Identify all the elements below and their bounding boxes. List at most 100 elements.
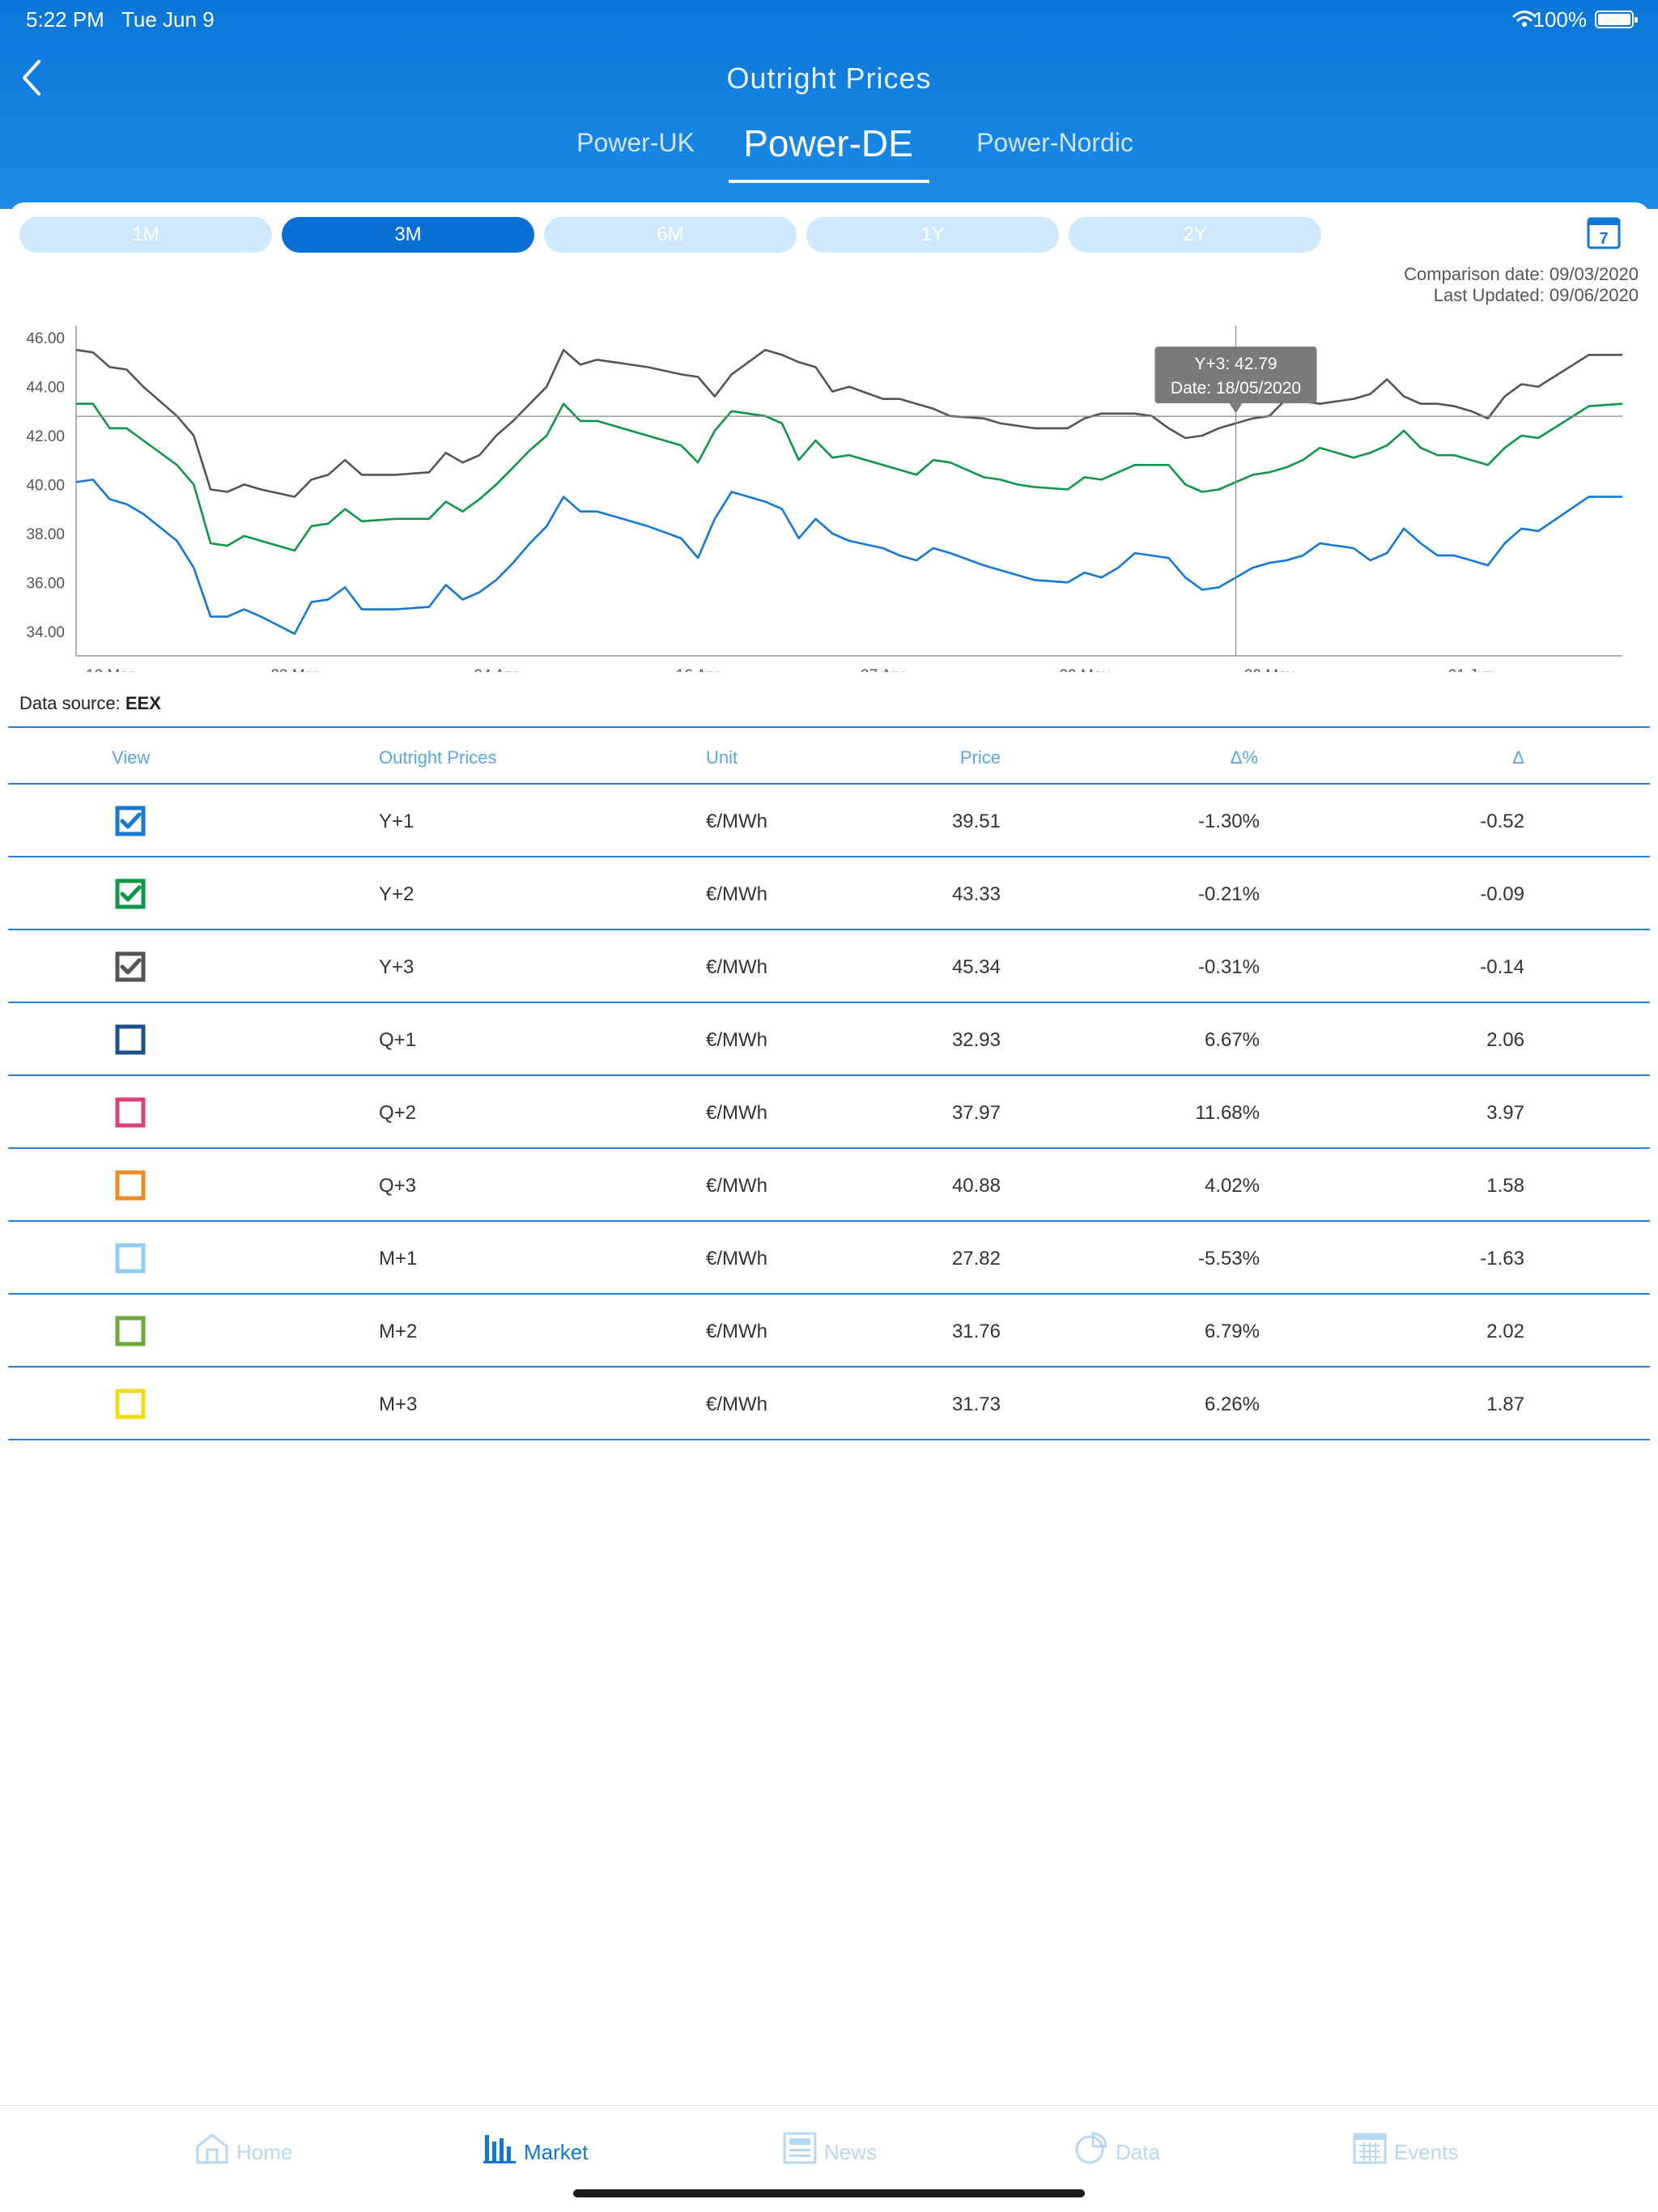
x-tick-label: 20 May [1244, 667, 1295, 672]
active-tab-indicator [729, 180, 929, 183]
row-name: Q+1 [379, 1029, 417, 1051]
row-name: Y+3 [379, 956, 414, 978]
tab-power-nordic[interactable]: Power-Nordic [976, 128, 1133, 157]
comparison-date: Comparison date: 09/03/2020 [1404, 264, 1639, 284]
checkbox-unchecked[interactable] [115, 1389, 146, 1419]
row-price: 31.76 [951, 1321, 1001, 1342]
price-line-chart[interactable]: 46.00 44.00 42.00 40.00 38.00 36.00 34.00 12 Ma… [0, 316, 1658, 672]
nav-data-label: Data [1116, 2140, 1160, 2164]
row-price: 45.34 [951, 956, 1001, 978]
row-change: 3.97 [1486, 1102, 1524, 1124]
row-price: 39.51 [951, 810, 1001, 832]
wifi-icon [1512, 11, 1537, 27]
home-icon [196, 2133, 228, 2164]
tab-power-de[interactable]: Power-DE [743, 122, 913, 164]
checkbox-unchecked[interactable] [115, 1024, 146, 1055]
y-tick-label: 40.00 [26, 477, 65, 494]
row-change-pct: 6.79% [1204, 1321, 1260, 1342]
row-name: Q+2 [379, 1102, 417, 1124]
range-6m-button[interactable]: 6M [544, 217, 797, 253]
calendar-grid-icon [1353, 2133, 1387, 2164]
row-unit: €/MWh [706, 1175, 768, 1197]
data-source-label: Data source: [19, 693, 125, 713]
header-change: Δ [1512, 747, 1524, 768]
header-outright-prices: Outright Prices [379, 747, 497, 768]
y-tick-label: 36.00 [26, 575, 65, 592]
content-card [10, 202, 1650, 2105]
table-row: Y+3 €/MWh 45.34 -0.31% -0.14 [8, 930, 1650, 1003]
series-line-yplus2 [76, 402, 1623, 552]
row-change-pct: 11.68% [1195, 1102, 1260, 1124]
range-3m-button[interactable]: 3M [282, 217, 534, 253]
series-line-yplus1 [75, 479, 1622, 636]
x-tick-label: 16 Apr [676, 667, 721, 672]
range-1m-button[interactable]: 1M [19, 217, 272, 253]
header-view: View [112, 747, 151, 768]
row-unit: €/MWh [706, 956, 768, 978]
row-change-pct: -0.31% [1197, 956, 1260, 978]
row-unit: €/MWh [706, 1102, 768, 1124]
row-change: -0.14 [1480, 956, 1524, 978]
svg-text:7: 7 [1599, 230, 1608, 248]
row-name: M+1 [379, 1248, 418, 1270]
row-name: Y+2 [379, 883, 414, 905]
row-unit: €/MWh [706, 883, 768, 905]
tab-power-uk[interactable]: Power-UK [576, 128, 695, 157]
last-updated: Last Updated: 09/06/2020 [1433, 285, 1639, 305]
table-row: Y+2 €/MWh 43.33 -0.21% -0.09 [8, 857, 1650, 930]
x-tick-label: 04 Apr [474, 667, 520, 672]
checkbox-unchecked[interactable] [115, 1243, 146, 1274]
checkbox-checked[interactable] [115, 878, 146, 909]
x-tick-label: 27 Apr [861, 667, 906, 672]
row-change: 1.58 [1486, 1175, 1524, 1197]
row-change: -0.09 [1480, 883, 1524, 905]
table-row: Q+2 €/MWh 37.97 11.68% 3.97 [8, 1076, 1650, 1149]
row-change-pct: 4.02% [1204, 1175, 1260, 1197]
header-change-pct: Δ% [1230, 747, 1258, 768]
nav-events-label: Events [1394, 2140, 1459, 2164]
row-price: 43.33 [951, 883, 1001, 905]
checkbox-unchecked[interactable] [115, 1316, 146, 1346]
table-body: Y+1 €/MWh 39.51 -1.30% -0.52 Y+2 €/MWh 43.33 -0.… [8, 785, 1650, 1440]
table-row: Q+1 €/MWh 32.93 6.67% 2.06 [8, 1003, 1650, 1076]
x-tick-label: 12 Mar [86, 667, 134, 672]
back-button[interactable] [15, 55, 53, 100]
app-header: 5:22 PM Tue Jun 9 100% Outright Prices P… [0, 0, 1658, 209]
tooltip-line-2: Date: 18/05/2020 [1171, 379, 1301, 398]
status-time: 5:22 PM [26, 7, 104, 32]
data-source-name: EEX [125, 693, 161, 713]
checkbox-checked[interactable] [115, 951, 146, 982]
header-unit: Unit [706, 747, 738, 768]
row-change: 1.87 [1486, 1393, 1524, 1415]
y-tick-label: 44.00 [26, 380, 65, 397]
home-indicator [573, 2189, 1085, 2197]
battery-icon [1595, 11, 1638, 28]
y-tick-label: 34.00 [26, 624, 65, 641]
y-tick-label: 38.00 [26, 526, 65, 543]
row-price: 40.88 [951, 1175, 1001, 1197]
bar-chart-icon [483, 2135, 516, 2163]
checkbox-unchecked[interactable] [115, 1097, 146, 1128]
page-title: Outright Prices [726, 62, 932, 95]
nav-market-label: Market [524, 2140, 589, 2164]
range-1y-button[interactable]: 1Y [806, 217, 1059, 253]
checkbox-unchecked[interactable] [115, 1170, 146, 1201]
row-change-pct: -5.53% [1197, 1248, 1260, 1270]
row-change: -1.63 [1480, 1248, 1524, 1270]
data-source: Data source: EEX [19, 693, 161, 714]
calendar-icon[interactable]: 7 [1587, 217, 1621, 249]
row-change-pct: 6.26% [1204, 1393, 1260, 1415]
series-line-yplus3 [75, 348, 1622, 498]
row-unit: €/MWh [706, 810, 768, 832]
range-2y-button[interactable]: 2Y [1069, 217, 1321, 253]
row-price: 32.93 [951, 1029, 1001, 1051]
y-tick-label: 42.00 [26, 428, 65, 445]
price-table: View Outright Prices Unit Price Δ% Δ Y+1… [8, 726, 1650, 1440]
tooltip-pointer [1229, 403, 1243, 414]
table-row: M+3 €/MWh 31.73 6.26% 1.87 [8, 1368, 1650, 1440]
row-unit: €/MWh [706, 1248, 768, 1270]
status-bar: 5:22 PM Tue Jun 9 100% [0, 0, 1658, 39]
table-row: M+1 €/MWh 27.82 -5.53% -1.63 [8, 1222, 1650, 1295]
row-price: 31.73 [951, 1393, 1001, 1415]
checkbox-checked[interactable] [115, 806, 146, 836]
